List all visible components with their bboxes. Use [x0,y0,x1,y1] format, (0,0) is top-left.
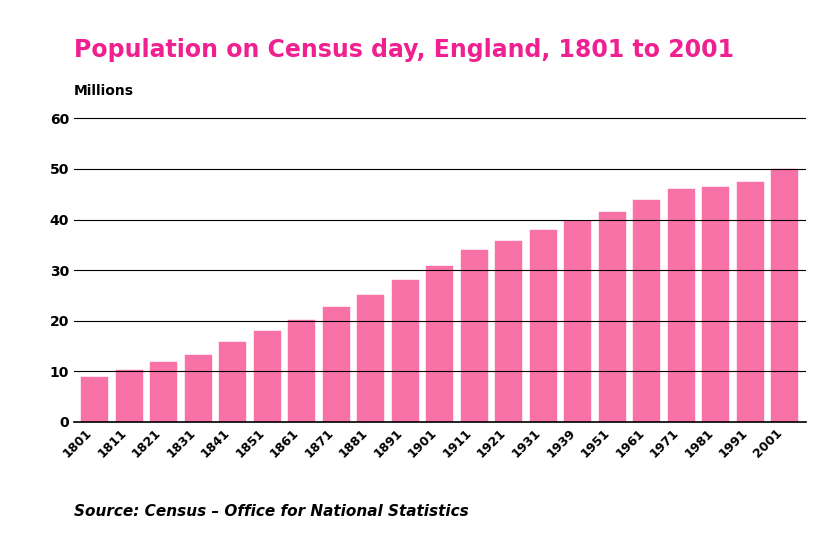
Bar [771,169,798,422]
Bar [599,212,626,422]
Bar [392,280,418,422]
Bar [289,320,315,422]
Bar [461,250,487,422]
Bar [358,295,384,422]
Bar [530,230,556,422]
Bar [150,362,178,422]
Text: Population on Census day, England, 1801 to 2001: Population on Census day, England, 1801 … [74,38,734,62]
Bar [565,221,591,422]
Bar [634,200,660,422]
Bar [496,241,522,422]
Bar [81,377,109,422]
Bar [427,266,453,422]
Bar [323,307,349,422]
Bar [702,187,729,422]
Bar [254,332,280,422]
Bar [185,355,212,422]
Text: Millions: Millions [74,84,134,98]
Bar [737,182,764,422]
Bar [667,189,695,422]
Bar [219,341,246,422]
Text: Source: Census – Office for National Statistics: Source: Census – Office for National Sta… [74,504,469,519]
Bar [116,371,143,422]
